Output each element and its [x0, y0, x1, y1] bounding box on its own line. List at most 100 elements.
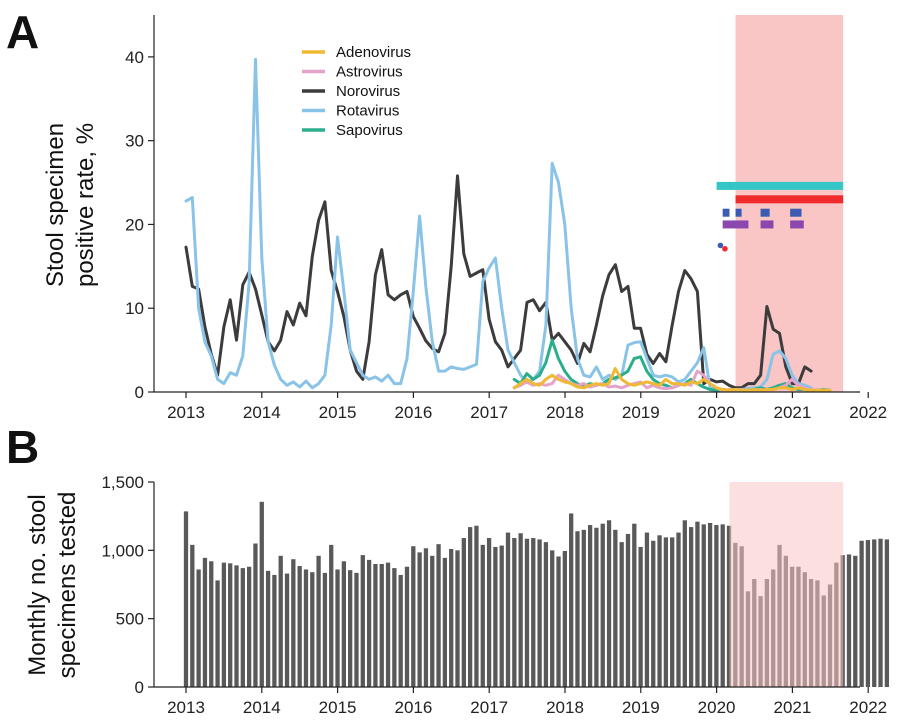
panel-a-axes: 0 10 20 30 40 2013 2014 2015 2016 2017 2018 2019 202…: [125, 15, 887, 422]
bar-56: [537, 539, 542, 687]
panel-b-xtick-label-2022: 2022: [849, 698, 887, 717]
bar-10: [246, 566, 252, 687]
panel-a-ytick-label-20: 20: [125, 215, 144, 234]
bar-34: [398, 574, 403, 687]
panel-b-shaded-period: [729, 482, 844, 687]
bar-25: [341, 561, 346, 687]
bar-55: [531, 538, 536, 687]
bar-62: [575, 531, 580, 687]
bar-24: [335, 569, 340, 687]
bar-59: [556, 556, 561, 687]
panel-a-xtick-label-2018: 2018: [546, 403, 584, 422]
bar-81: [695, 521, 700, 687]
panel-a-xtick-label-2013: 2013: [167, 403, 205, 422]
intervention-bar-3-0: [722, 220, 749, 229]
bar-68: [613, 529, 618, 687]
panel-a-xtick-label-2016: 2016: [394, 403, 432, 422]
bar-32: [385, 562, 391, 687]
bar-57: [543, 542, 549, 687]
bar-48: [486, 538, 492, 687]
bar-40: [436, 544, 441, 687]
bar-80: [688, 527, 694, 687]
bar-51: [505, 532, 511, 687]
bar-46: [474, 525, 479, 687]
bar-79: [682, 520, 687, 687]
bar-52: [512, 538, 517, 687]
panel-a-shaded-period: [735, 15, 844, 392]
panel-b-xtick-label-2018: 2018: [546, 698, 584, 717]
panel-b-ytick-label-1,000: 1,000: [101, 541, 144, 560]
bar-19: [303, 569, 309, 687]
bar-110: [878, 538, 883, 687]
intervention-bar-2-1: [735, 208, 742, 217]
intervention-bar-1-0: [735, 195, 844, 204]
panel-a-shade-rect: [735, 15, 844, 392]
bar-31: [379, 564, 384, 687]
bar-111: [884, 539, 890, 687]
bar-73: [644, 532, 650, 687]
bar-64: [587, 525, 593, 687]
panel-a-ytick-label-30: 30: [125, 132, 144, 151]
intervention-bar-0-0: [716, 181, 844, 190]
panel-a-ytick-label-0: 0: [135, 383, 144, 402]
bar-71: [632, 523, 637, 687]
bar-5: [215, 580, 220, 687]
bar-39: [430, 555, 435, 687]
bar-84: [714, 525, 719, 687]
bar-77: [670, 537, 675, 687]
bar-14: [272, 574, 277, 687]
bar-30: [373, 564, 378, 687]
bar-2: [196, 569, 201, 687]
bar-85: [720, 524, 725, 687]
bar-72: [638, 546, 643, 687]
panel-b-ytick-label-1,500: 1,500: [101, 473, 144, 492]
intervention-bar-2-2: [760, 208, 770, 217]
panel-b-label: B: [6, 421, 39, 473]
intervention-bar-2-3: [790, 208, 802, 217]
legend-label-sapovirus: Sapovirus: [336, 122, 403, 139]
intervention-dot-0: [717, 242, 724, 249]
legend-label-adenovirus: Adenovirus: [336, 44, 411, 61]
intervention-bar-2-0: [722, 208, 730, 217]
bar-63: [581, 529, 586, 687]
bar-9: [240, 568, 245, 687]
bar-75: [657, 535, 662, 687]
series-line-rotavirus: [184, 57, 813, 392]
panel-a-xtick-label-2020: 2020: [698, 403, 736, 422]
bar-28: [360, 555, 365, 687]
bar-26: [348, 570, 353, 687]
bar-41: [442, 557, 448, 687]
bar-27: [354, 572, 359, 687]
bar-6: [221, 562, 227, 687]
legend-label-rotavirus: Rotavirus: [336, 103, 399, 120]
panel-a-xtick-label-2014: 2014: [243, 403, 281, 422]
bar-58: [550, 550, 555, 687]
panel-a-ytick-label-40: 40: [125, 48, 144, 67]
bar-0: [183, 511, 189, 687]
bar-66: [600, 523, 605, 687]
bar-21: [316, 555, 321, 687]
bar-23: [329, 544, 334, 687]
bar-22: [322, 572, 328, 687]
panel-a-xtick-label-2017: 2017: [470, 403, 508, 422]
panel-b-xtick-label-2019: 2019: [622, 698, 660, 717]
bar-60: [562, 551, 567, 687]
series-line-adenovirus: [512, 367, 832, 392]
bar-105: [846, 554, 852, 687]
bar-36: [411, 546, 416, 687]
bar-107: [859, 540, 864, 687]
bar-74: [651, 540, 656, 687]
bar-83: [707, 523, 713, 687]
panel-a-xtick-label-2015: 2015: [319, 403, 357, 422]
bar-7: [228, 563, 233, 687]
bar-12: [259, 501, 264, 687]
panel-b-xtick-label-2013: 2013: [167, 698, 205, 717]
bar-3: [202, 557, 208, 687]
intervention-dot-1: [722, 245, 728, 252]
bar-45: [467, 527, 473, 687]
bar-69: [619, 542, 624, 687]
bar-29: [366, 559, 372, 687]
panel-b-ylabel-line2: specimens tested: [54, 492, 81, 679]
legend-label-astrovirus: Astrovirus: [336, 64, 403, 81]
